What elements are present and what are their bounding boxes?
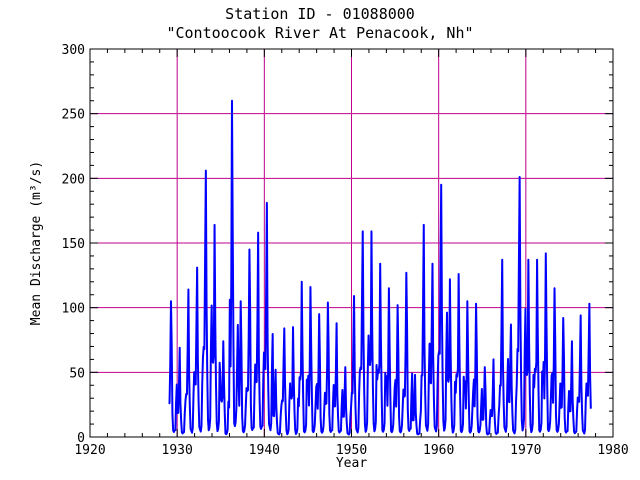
y-tick-label-100: 100 [62, 302, 85, 317]
y-tick-label-250: 250 [62, 108, 85, 123]
x-tick-label-1970: 1970 [510, 443, 541, 458]
y-tick-label-50: 50 [69, 366, 85, 381]
y-axis-label: Mean Discharge (m³/s) [29, 161, 44, 325]
y-tick-label-0: 0 [77, 431, 85, 446]
x-tick-label-1940: 1940 [249, 443, 280, 458]
x-tick-label-1930: 1930 [162, 443, 193, 458]
chart-subtitle: "Contoocook River At Penacook, Nh" [166, 24, 474, 42]
x-tick-label-1980: 1980 [597, 443, 628, 458]
discharge-series-line [168, 99, 592, 436]
x-axis-label: Year [336, 456, 367, 471]
x-tick-label-1960: 1960 [423, 443, 454, 458]
y-tick-label-200: 200 [62, 172, 85, 187]
plot-frame [89, 48, 614, 438]
y-tick-label-300: 300 [62, 43, 85, 58]
chart-title: Station ID - 01088000 [225, 5, 415, 23]
y-tick-label-150: 150 [62, 237, 85, 252]
x-tick-label-1920: 1920 [74, 443, 105, 458]
x-tick-label-1950: 1950 [336, 443, 367, 458]
